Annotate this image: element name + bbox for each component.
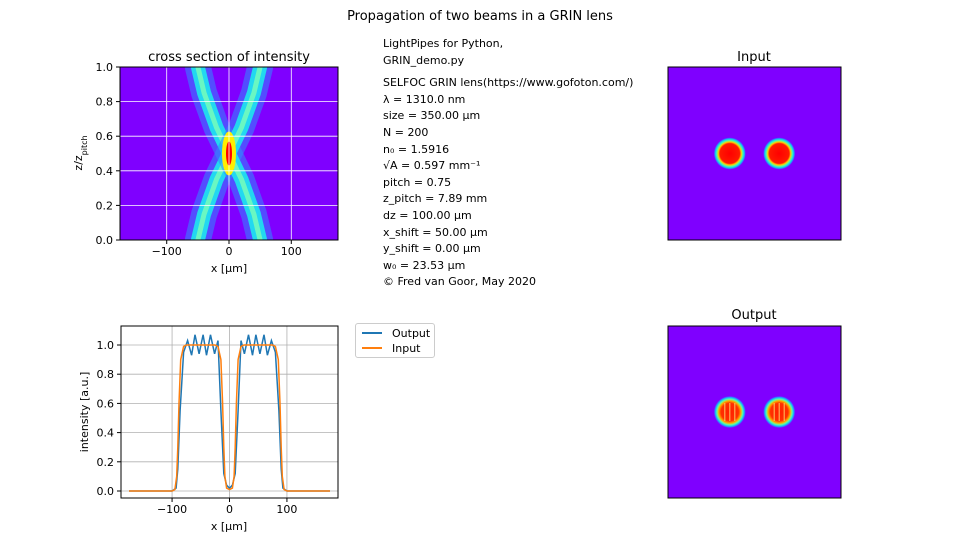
info-line: x_shift = 50.00 μm bbox=[383, 225, 488, 239]
input-panel-title: Input bbox=[737, 50, 771, 65]
profile-ytick-label: 0.4 bbox=[97, 427, 115, 440]
info-line: w₀ = 23.53 μm bbox=[383, 258, 466, 272]
legend-swatch-input bbox=[362, 347, 382, 349]
spot-left bbox=[713, 137, 746, 170]
cross-ytick-label: 1.0 bbox=[96, 61, 114, 74]
series-line-input bbox=[129, 344, 330, 492]
info-line: y_shift = 0.00 μm bbox=[383, 242, 481, 256]
info-line: dz = 100.00 μm bbox=[383, 208, 472, 222]
info-line: LightPipes for Python, bbox=[383, 37, 504, 50]
profile-ylabel: intensity [a.u.] bbox=[78, 372, 91, 452]
cross-xtick-label: 0 bbox=[226, 245, 233, 258]
profile-ytick-label: 0.6 bbox=[97, 397, 115, 410]
profile-ytick-label: 0.2 bbox=[97, 456, 115, 469]
cross-ytick-label: 0.4 bbox=[96, 165, 114, 178]
cross-section-xlabel: x [μm] bbox=[211, 262, 247, 275]
cross-section-ylabel: z/zpitch bbox=[72, 135, 89, 170]
info-line: √A = 0.597 mm⁻¹ bbox=[383, 159, 481, 173]
profile-ytick-label: 1.0 bbox=[97, 339, 115, 352]
figure-title: Propagation of two beams in a GRIN lens bbox=[347, 9, 613, 24]
output-panel-title: Output bbox=[731, 308, 776, 323]
parameter-info: LightPipes for Python, GRIN_demo.py SELFOC… bbox=[383, 36, 633, 291]
profile-ytick-label: 0.8 bbox=[97, 368, 115, 381]
cross-ytick-label: 0.2 bbox=[96, 199, 114, 212]
cross-xtick-label: 100 bbox=[281, 245, 302, 258]
info-line: n₀ = 1.5916 bbox=[383, 142, 450, 156]
input-field bbox=[667, 66, 842, 241]
cross-ytick-label: 0.0 bbox=[96, 234, 114, 247]
info-line: pitch = 0.75 bbox=[383, 175, 452, 189]
cross-ytick-label: 0.8 bbox=[96, 96, 114, 109]
series-line-output bbox=[129, 334, 330, 492]
info-line: GRIN_demo.py bbox=[383, 53, 465, 67]
profile-ytick-label: 0.0 bbox=[97, 485, 115, 498]
profile-legend: Output Input bbox=[355, 323, 435, 358]
cross-ytick-label: 0.6 bbox=[96, 130, 114, 143]
legend-label-input: Input bbox=[392, 341, 421, 355]
profile-xtick-label: −100 bbox=[157, 503, 187, 516]
cross-xtick-label: −100 bbox=[152, 245, 182, 258]
info-line: z_pitch = 7.89 mm bbox=[383, 192, 488, 206]
profile-xtick-label: 100 bbox=[276, 503, 297, 516]
profile-xtick-label: 0 bbox=[226, 503, 233, 516]
spot-right bbox=[763, 137, 796, 170]
legend-swatch-output bbox=[362, 332, 382, 334]
legend-entry-output: Output bbox=[362, 326, 430, 340]
info-line: λ = 1310.0 nm bbox=[383, 92, 466, 106]
info-line: N = 200 bbox=[383, 125, 429, 139]
info-line: © Fred van Goor, May 2020 bbox=[383, 275, 537, 289]
profile-xlabel: x [μm] bbox=[211, 520, 247, 533]
info-line: SELFOC GRIN lens(https://www.gofoton.com… bbox=[383, 76, 634, 90]
info-line: size = 350.00 μm bbox=[383, 109, 481, 123]
legend-label-output: Output bbox=[392, 326, 431, 340]
cross-section-title: cross section of intensity bbox=[148, 50, 310, 65]
legend-entry-input: Input bbox=[362, 341, 420, 355]
output-field bbox=[667, 325, 842, 499]
